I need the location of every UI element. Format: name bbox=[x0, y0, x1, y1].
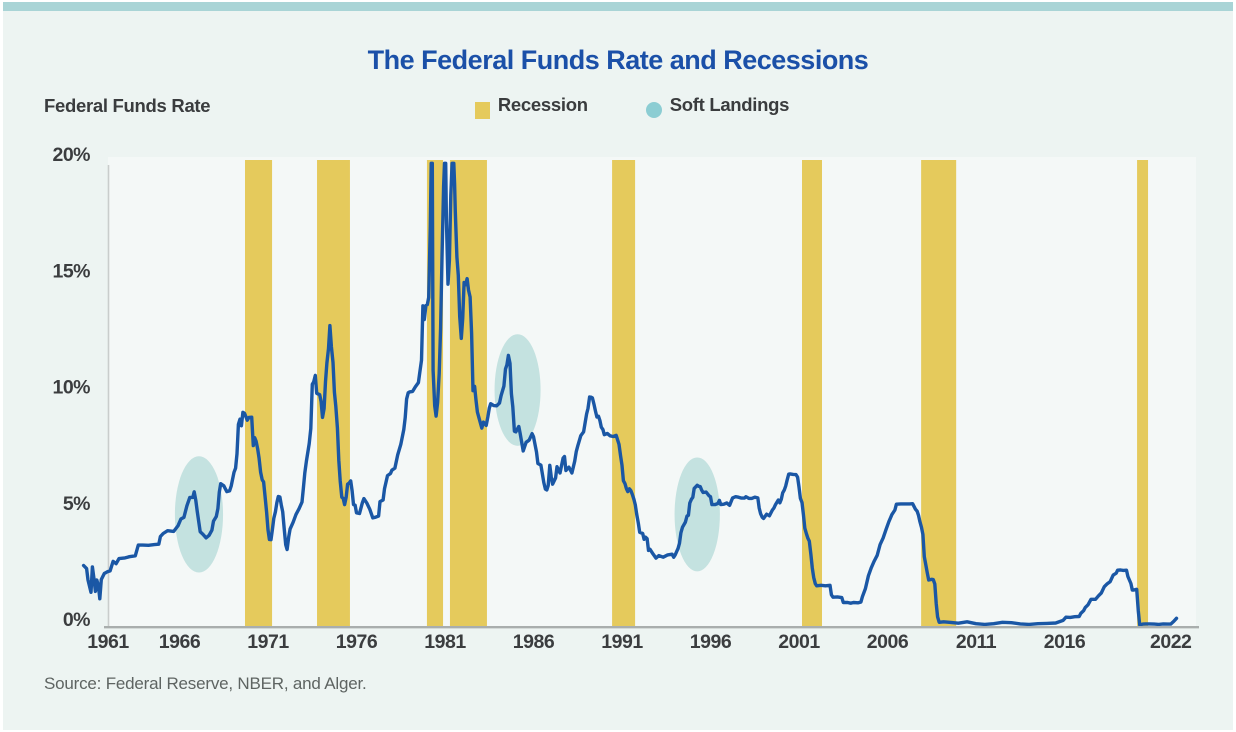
source-note: Source: Federal Reserve, NBER, and Alger… bbox=[44, 674, 367, 693]
federal-funds-rate-line bbox=[81, 161, 1179, 626]
legend-row: Federal Funds Rate Recession Soft Landin… bbox=[3, 93, 1233, 123]
x-tick-label: 1991 bbox=[601, 631, 643, 653]
recession-band bbox=[1137, 160, 1149, 626]
y-tick-label: 5% bbox=[63, 493, 90, 515]
recession-band bbox=[244, 160, 273, 626]
y-tick-label: 0% bbox=[63, 609, 90, 631]
x-tick-label: 1966 bbox=[159, 631, 201, 653]
federal-funds-rate-chart: 20% 15% 10% 5% 0%1961 1966 1971 1976 1981 1986 199… bbox=[52, 144, 1199, 653]
x-tick-label: 2006 bbox=[867, 631, 909, 653]
chart-legend: Recession Soft Landings bbox=[17, 93, 1236, 119]
y-tick-label: 15% bbox=[52, 260, 90, 282]
x-tick-label: 1986 bbox=[513, 631, 555, 653]
x-tick-label: 1981 bbox=[424, 631, 466, 653]
chart-title: The Federal Funds Rate and Recessions bbox=[367, 45, 869, 75]
soft-landing-ellipse bbox=[674, 457, 720, 572]
recession-swatch-icon bbox=[474, 102, 490, 119]
x-tick-label: 1971 bbox=[247, 631, 289, 653]
plot-background bbox=[108, 157, 1196, 626]
top-accent-bar bbox=[3, 2, 1233, 11]
x-tick-label: 2016 bbox=[1044, 631, 1086, 653]
soft-landings-dot-icon bbox=[645, 102, 662, 118]
recession-band bbox=[921, 160, 957, 626]
legend-label-recession: Recession bbox=[497, 94, 588, 115]
y-axis-series-label: Federal Funds Rate bbox=[44, 95, 211, 116]
y-tick-label: 20% bbox=[52, 144, 90, 166]
x-tick-label: 1976 bbox=[336, 631, 378, 653]
recession-band bbox=[612, 160, 636, 626]
recession-band bbox=[802, 160, 823, 626]
y-tick-label: 10% bbox=[52, 377, 90, 399]
x-tick-label: 1961 bbox=[87, 631, 129, 653]
legend-item-soft-landings: Soft Landings bbox=[645, 93, 790, 119]
legend-item-recession: Recession bbox=[474, 93, 588, 119]
chart-card: The Federal Funds Rate and Recessions Fe… bbox=[3, 2, 1233, 730]
x-tick-label: 2001 bbox=[778, 631, 820, 653]
x-tick-label: 2022 bbox=[1150, 631, 1192, 653]
x-tick-label: 2011 bbox=[956, 631, 997, 653]
x-tick-label: 1996 bbox=[690, 631, 732, 653]
legend-label-soft-landings: Soft Landings bbox=[669, 94, 790, 115]
